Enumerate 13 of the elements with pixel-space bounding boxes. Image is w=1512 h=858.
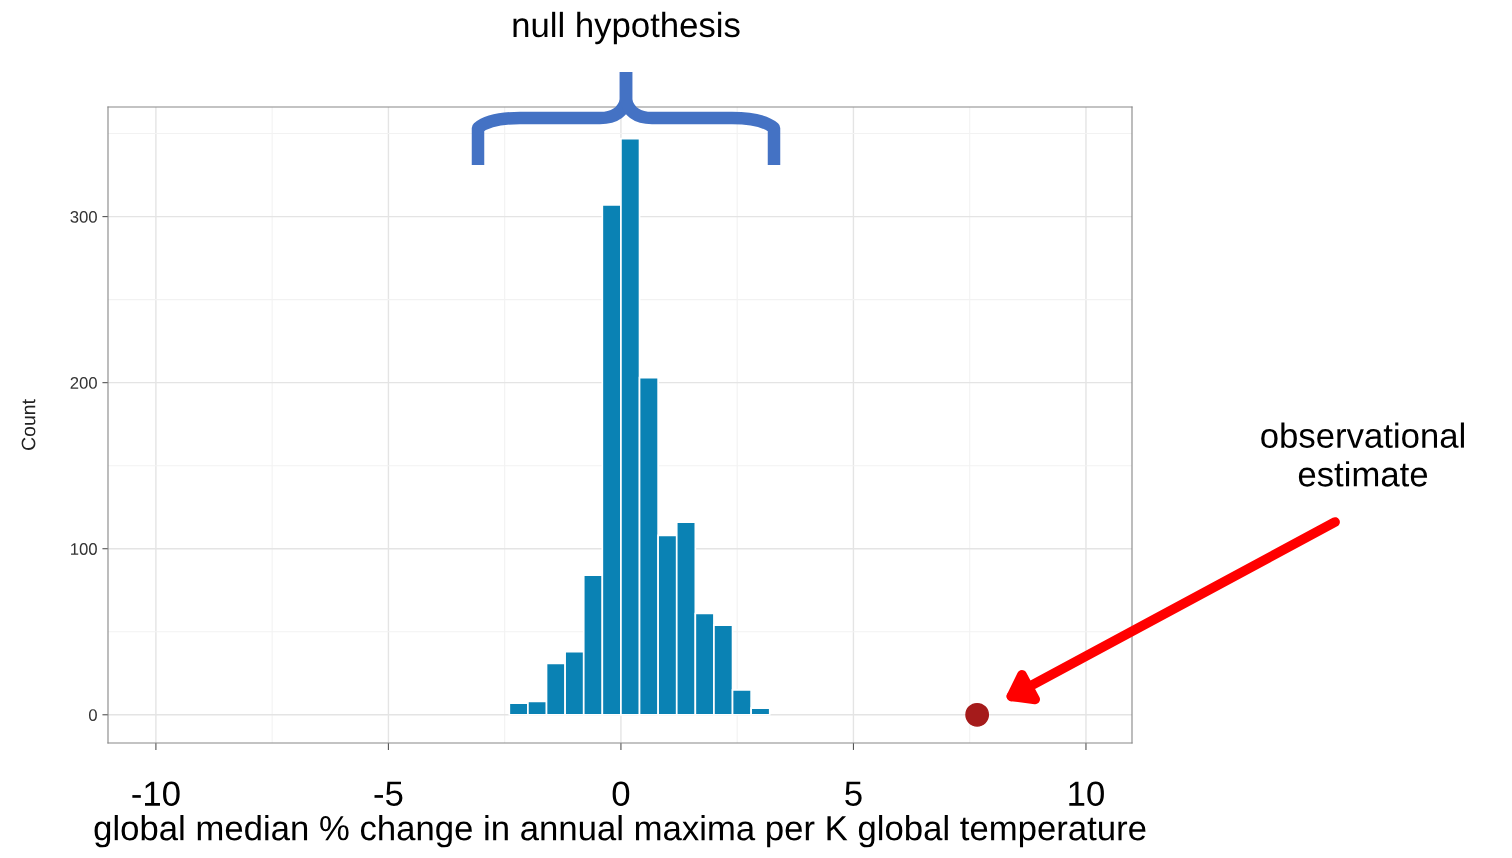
y-tick-label: 200 (70, 377, 97, 389)
text: observational estimate (1261, 422, 1464, 487)
x-tick-label: -5 (374, 781, 403, 806)
x-tick-label: -10 (132, 781, 180, 806)
y-tick-label: 300 (70, 211, 97, 223)
y-axis-title: Count (21, 399, 36, 450)
x-tick-label: 5 (845, 781, 862, 806)
y-tick-label: 100 (71, 543, 97, 555)
x-axis-title: global median % change in annual maxima per K global temperature (94, 815, 1146, 848)
x-tick-label: 0 (612, 781, 630, 806)
y-tick-label: 0 (88, 709, 97, 721)
text: null hypothesis (513, 11, 740, 45)
x-tick-label: 10 (1069, 781, 1104, 806)
